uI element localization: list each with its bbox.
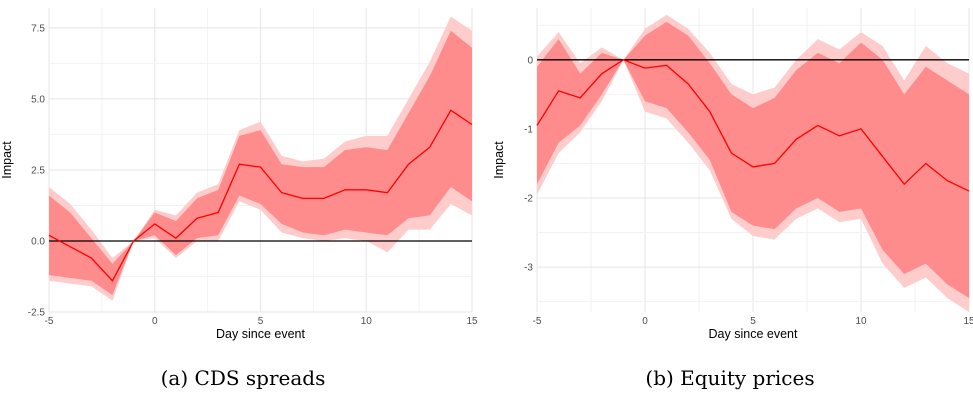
x-tick-label: 15 bbox=[466, 316, 478, 327]
y-tick-label: 0 bbox=[527, 55, 533, 66]
y-tick-label: -1 bbox=[524, 124, 533, 135]
y-tick-label: -3 bbox=[524, 263, 533, 274]
y-tick-label: 0.0 bbox=[31, 236, 45, 247]
inner-confidence-band bbox=[537, 21, 969, 299]
x-axis-title: Day since event bbox=[216, 327, 305, 341]
x-tick-label: 10 bbox=[361, 316, 373, 327]
chart-panel-equity: -5 0 5 10 15 -3 -2 -1 0 Day since event Impact (b)… bbox=[487, 0, 973, 403]
x-tick-label: 0 bbox=[152, 316, 158, 327]
x-tick-label: -5 bbox=[533, 316, 542, 327]
caption-equity-prices: (b) Equity prices bbox=[645, 366, 815, 390]
x-axis-title: Day since event bbox=[709, 327, 798, 341]
x-tick-label: 5 bbox=[750, 316, 756, 327]
estimate-line bbox=[536, 59, 970, 192]
x-tick-label: -5 bbox=[45, 316, 54, 327]
chart-panel-cds: -5 0 5 10 15 -2.5 0.0 2.5 5.0 7.5 Day since event I… bbox=[0, 0, 486, 403]
x-tick-label: 15 bbox=[963, 316, 973, 327]
y-tick-label: 2.5 bbox=[31, 165, 45, 176]
estimate-line bbox=[48, 109, 473, 282]
y-axis-title: Impact bbox=[0, 141, 14, 179]
x-tick-label: 10 bbox=[855, 316, 867, 327]
y-tick-label: -2 bbox=[524, 194, 533, 205]
gridlines bbox=[48, 8, 473, 313]
equity-prices-chart: -5 0 5 10 15 -3 -2 -1 0 Day since event Impact bbox=[492, 8, 973, 341]
x-tick-label: 0 bbox=[642, 316, 648, 327]
y-tick-label: -2.5 bbox=[28, 308, 46, 319]
x-tick-label: 5 bbox=[258, 316, 264, 327]
cds-spreads-chart: -5 0 5 10 15 -2.5 0.0 2.5 5.0 7.5 Day since event I… bbox=[0, 8, 478, 341]
inner-confidence-band bbox=[49, 30, 472, 295]
caption-cds-spreads: (a) CDS spreads bbox=[160, 366, 326, 390]
y-axis-title: Impact bbox=[492, 141, 506, 179]
y-tick-label: 5.0 bbox=[31, 94, 45, 105]
y-tick-label: 7.5 bbox=[31, 23, 45, 34]
